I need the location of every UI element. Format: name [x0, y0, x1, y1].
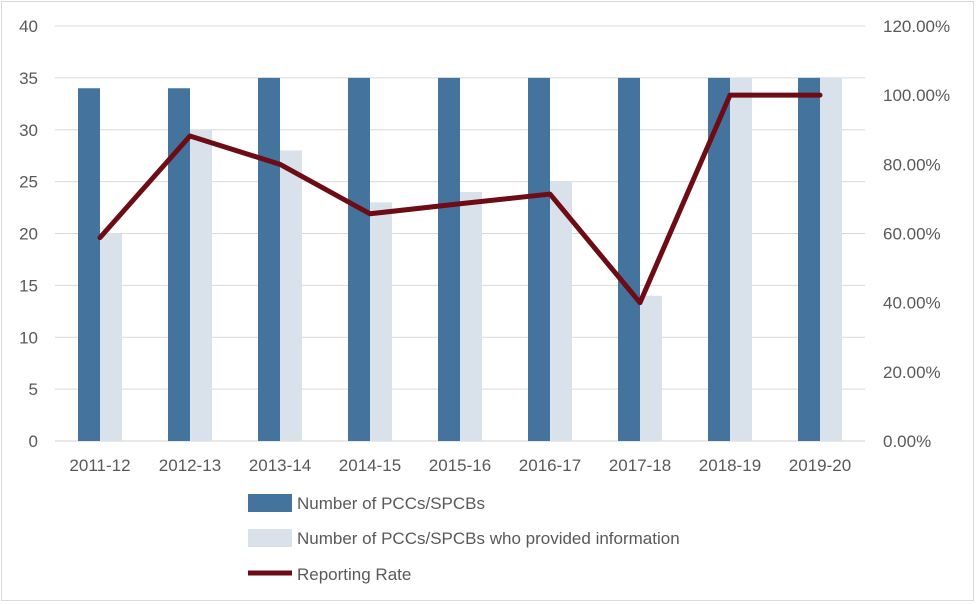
- x-axis-tick-label: 2014-15: [339, 456, 401, 475]
- right-axis-tick-label: 100.00%: [883, 86, 950, 105]
- legend-label-series-1: Number of PCCs/SPCBs: [297, 494, 485, 513]
- left-axis-tick-label: 0: [29, 432, 38, 451]
- left-axis-tick-label: 10: [19, 328, 38, 347]
- bar-series-2: [820, 77, 842, 441]
- x-axis-tick-label: 2013-14: [249, 456, 311, 475]
- x-axis-tick-label: 2015-16: [429, 456, 491, 475]
- bar-series-1: [708, 77, 730, 441]
- bar-series-1: [798, 77, 820, 441]
- right-axis-tick-label: 80.00%: [883, 155, 941, 174]
- x-axis-tick-label: 2011-12: [69, 456, 130, 475]
- legend-swatch-series-1: [248, 494, 292, 512]
- left-axis-ticks: 0 5 10 15 20 25 30 35 40: [19, 17, 38, 451]
- bar-series-1: [258, 77, 280, 441]
- bars-group: [78, 77, 842, 441]
- legend-label-series-3: Reporting Rate: [297, 565, 411, 584]
- left-axis-tick-label: 35: [19, 69, 38, 88]
- bar-series-1: [348, 77, 370, 441]
- bar-series-2: [730, 77, 752, 441]
- right-axis-tick-label: 20.00%: [883, 363, 941, 382]
- left-axis-tick-label: 30: [19, 121, 38, 140]
- line-group: [97, 92, 823, 306]
- bar-series-1: [438, 77, 460, 441]
- x-axis-tick-label: 2016-17: [519, 456, 581, 475]
- x-axis-tick-label: 2017-18: [609, 456, 671, 475]
- bar-series-2: [640, 295, 662, 441]
- right-axis-tick-label: 60.00%: [883, 225, 941, 244]
- left-axis-tick-label: 25: [19, 173, 38, 192]
- left-axis-tick-label: 15: [19, 276, 38, 295]
- bar-series-2: [460, 192, 482, 441]
- bar-series-1: [168, 88, 190, 441]
- bar-series-2: [550, 181, 572, 441]
- left-axis-tick-label: 40: [19, 17, 38, 36]
- legend-swatch-series-2: [248, 529, 292, 547]
- right-axis-tick-label: 120.00%: [883, 17, 950, 36]
- bar-series-1: [78, 88, 100, 441]
- legend-label-series-2: Number of PCCs/SPCBs who provided inform…: [297, 529, 680, 548]
- bar-series-1: [618, 77, 640, 441]
- x-axis-tick-label: 2019-20: [789, 456, 851, 475]
- right-axis-ticks: 0.00% 20.00% 40.00% 60.00% 80.00% 100.00% 120.…: [883, 17, 950, 451]
- x-axis-tick-label: 2018-19: [699, 456, 761, 475]
- legend: Number of PCCs/SPCBs Number of PCCs/SPCB…: [248, 494, 680, 584]
- x-axis-tick-label: 2012-13: [159, 456, 221, 475]
- right-axis-tick-label: 0.00%: [883, 432, 931, 451]
- x-axis-ticks: 2011-12 2012-13 2013-14 2014-15 2015-16 2016-…: [69, 456, 851, 475]
- bar-series-2: [190, 129, 212, 441]
- reporting-rate-line: [97, 92, 823, 306]
- bar-series-1: [528, 77, 550, 441]
- bar-series-2: [100, 233, 122, 441]
- left-axis-tick-label: 5: [29, 380, 38, 399]
- right-axis-tick-label: 40.00%: [883, 294, 941, 313]
- left-axis-tick-label: 20: [19, 225, 38, 244]
- bar-series-2: [370, 202, 392, 441]
- bar-series-2: [280, 150, 302, 441]
